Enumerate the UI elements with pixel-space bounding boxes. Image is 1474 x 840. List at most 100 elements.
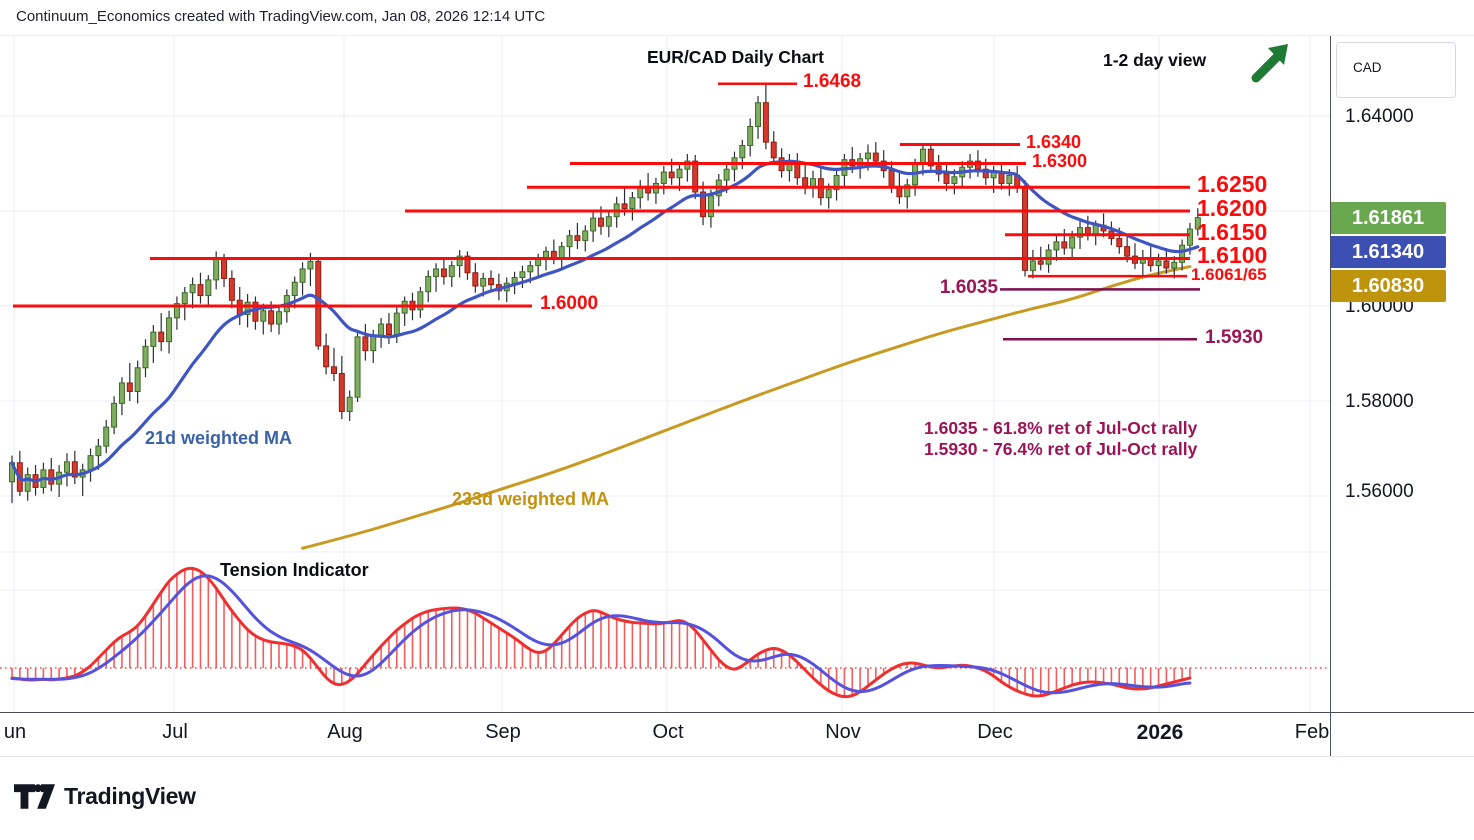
candle-up — [299, 268, 306, 283]
candle-down — [268, 310, 275, 325]
candle-down — [48, 469, 55, 485]
candle-down — [228, 277, 235, 301]
candle-up — [448, 265, 455, 278]
candle-up — [739, 144, 746, 159]
candle-down — [927, 148, 934, 167]
tension-slow-line — [10, 574, 1192, 695]
candle-up — [173, 303, 180, 319]
candle-up — [1077, 227, 1084, 238]
candle-up — [417, 291, 424, 311]
candle-up — [951, 176, 958, 184]
candle-down — [700, 191, 707, 218]
candle-down — [158, 331, 165, 343]
time-axis-divider — [0, 712, 1474, 713]
candle-down — [982, 168, 989, 179]
candle-up — [582, 230, 589, 241]
candle-up — [676, 168, 683, 179]
candle-down — [315, 260, 322, 347]
candle-down — [221, 258, 228, 279]
tradingview-logo-icon — [14, 784, 55, 809]
candle-down — [338, 372, 345, 412]
candle-down — [330, 366, 337, 374]
candle-down — [71, 461, 78, 478]
candle-up — [511, 277, 518, 284]
candle-up — [480, 277, 487, 287]
candle-down — [385, 323, 392, 335]
candle-up — [456, 255, 463, 267]
bullish-arrow-icon — [1251, 44, 1288, 83]
candle-up — [519, 271, 526, 278]
candle-down — [762, 102, 769, 143]
candle-up — [354, 336, 361, 398]
candle-down — [464, 255, 471, 274]
candle-up — [810, 178, 817, 187]
candle-up — [1179, 244, 1186, 263]
candle-up — [95, 445, 102, 457]
header-divider — [0, 35, 1474, 36]
candle-up — [684, 160, 691, 170]
candle-up — [63, 461, 70, 473]
candle-down — [197, 284, 204, 297]
view-horizon-label: 1-2 day view — [1103, 50, 1207, 70]
candle-up — [291, 281, 298, 297]
candle-down — [1084, 227, 1091, 235]
candle-up — [87, 455, 94, 471]
candle-up — [1092, 224, 1099, 235]
currency-box: CAD — [1336, 42, 1456, 98]
candle-up — [1069, 236, 1076, 249]
currency-label: CAD — [1353, 60, 1382, 75]
candle-up — [660, 171, 667, 184]
price-chart-canvas[interactable] — [0, 0, 1331, 757]
candle-up — [1053, 241, 1060, 251]
candle-down — [872, 152, 879, 162]
time-axis[interactable] — [0, 713, 1330, 756]
footer-divider — [0, 756, 1474, 757]
candle-down — [1163, 260, 1170, 269]
tradingview-logo-text: TradingView — [64, 783, 196, 809]
candle-down — [888, 170, 895, 187]
candle-up — [747, 125, 754, 146]
candle-up — [181, 292, 188, 305]
ma21-label: 21d weighted MA — [145, 428, 293, 448]
candle-down — [1061, 241, 1068, 249]
tension-indicator-title: Tension Indicator — [220, 560, 369, 580]
candle-up — [833, 174, 840, 191]
candle-up — [558, 246, 565, 259]
candle-up — [1171, 261, 1178, 269]
tradingview-logo[interactable]: TradingView — [14, 784, 196, 809]
candle-up — [1006, 174, 1013, 184]
chart-title: EUR/CAD Daily Chart — [647, 47, 824, 67]
candle-down — [668, 171, 675, 179]
candle-up — [590, 217, 597, 232]
ma21-line[interactable] — [10, 159, 1200, 483]
attribution-text: Continuum_Economics created with Trading… — [16, 8, 546, 25]
candle-up — [111, 402, 118, 428]
candle-up — [566, 235, 573, 248]
candle-down — [362, 336, 369, 352]
candle-down — [488, 277, 495, 286]
candle-down — [770, 141, 777, 159]
candle-down — [440, 268, 447, 278]
retracement-annotation-1: 1.6035 - 61.8% ret of Jul-Oct rally — [924, 418, 1198, 438]
candle-down — [126, 382, 133, 393]
price-axis[interactable] — [1331, 36, 1474, 712]
candle-up — [425, 276, 432, 293]
candle-down — [550, 250, 557, 259]
candle-up — [142, 345, 149, 369]
candle-up — [346, 396, 353, 412]
candle-down — [574, 235, 581, 241]
candle-up — [393, 312, 400, 335]
candle-up — [150, 331, 157, 347]
candle-down — [621, 203, 628, 210]
candle-up — [213, 258, 220, 281]
candle-up — [1155, 260, 1162, 267]
candle-up — [134, 367, 141, 392]
candle-down — [252, 301, 259, 322]
candle-down — [1037, 260, 1044, 265]
candle-down — [802, 177, 809, 187]
ma233-line[interactable] — [301, 265, 1192, 550]
candle-down — [1116, 238, 1123, 248]
candle-up — [904, 184, 911, 198]
candle-up — [864, 152, 871, 160]
